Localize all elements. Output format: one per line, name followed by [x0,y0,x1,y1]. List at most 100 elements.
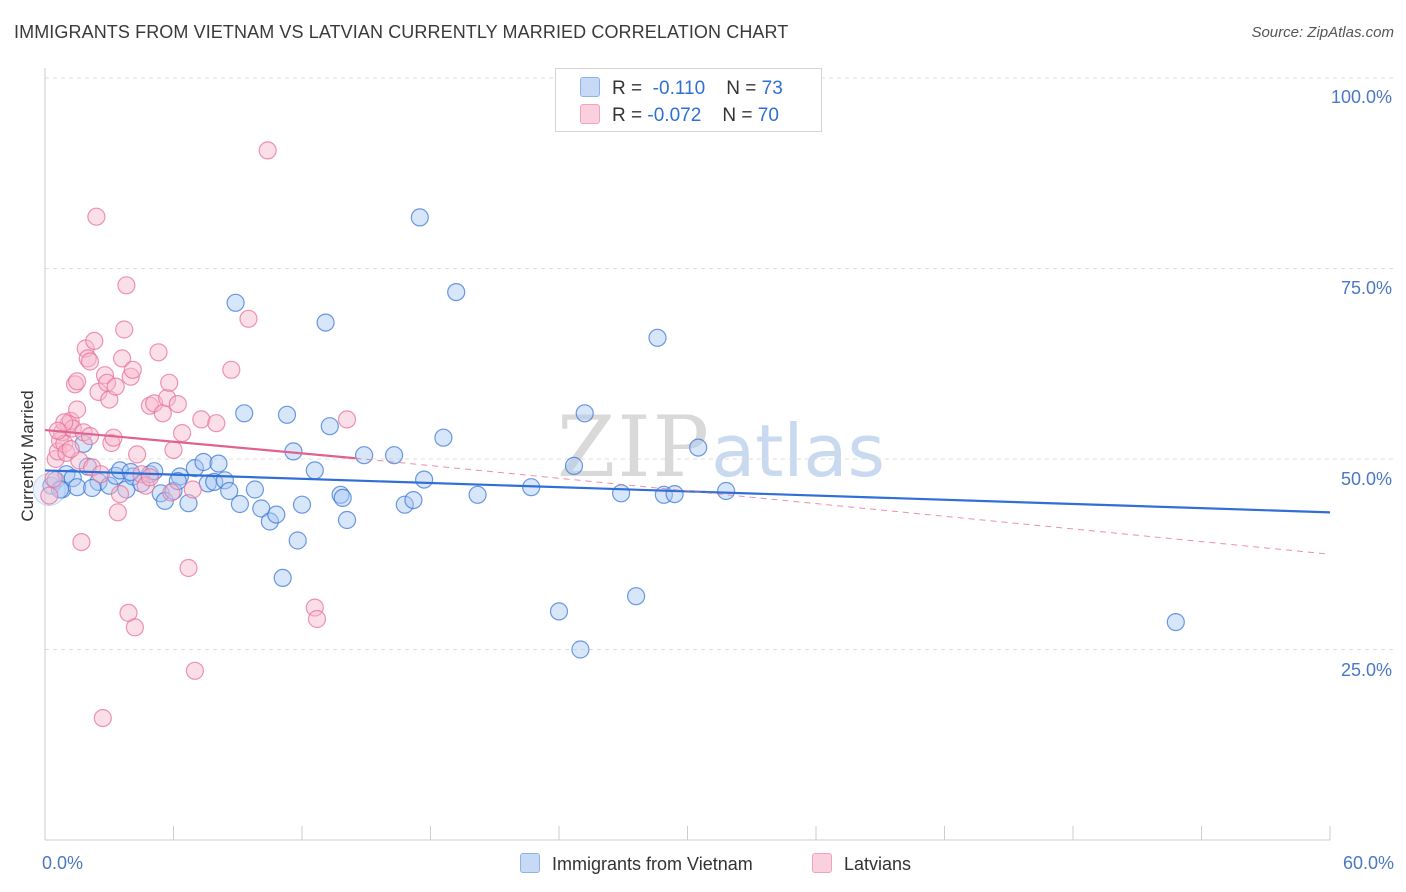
vietnam-point [626,587,646,606]
legend-n-value: 70 [757,105,779,126]
vietnam-point [245,480,264,499]
latvians-point [40,486,59,505]
vietnam-point [260,512,279,531]
latvians-point [80,352,100,371]
latvians-trend-extension [355,457,1331,555]
vietnam-point [194,452,213,472]
source-label: Source: ZipAtlas.com [1251,24,1394,41]
grid-lines [45,77,1393,650]
vietnam-point [434,428,453,447]
watermark-atlas: atlas [711,409,886,493]
legend-r-value: -0.110 [652,78,706,99]
vietnam-point [575,404,594,423]
series-latvians-points [40,141,357,728]
latvians-trend-line [44,428,356,460]
legend-label-vietnam: Immigrants from Vietnam [552,854,753,874]
vietnam-point [226,293,245,312]
latvians-point [158,388,177,408]
latvians-point [91,465,110,484]
latvians-point [44,469,63,488]
x-tick-min: 0.0% [42,853,84,873]
latvians-point [149,343,168,362]
vietnam-point [468,485,487,504]
vietnam-point [305,461,324,480]
vietnam-point [220,481,239,501]
latvians-point [110,485,130,504]
latvians-point [115,320,134,339]
y-tick-75: 75.0% [1340,278,1392,298]
vietnam-point [63,469,82,488]
stats-legend: R = -0.110 N = 73 R = -0.072 N = 70 [555,68,822,132]
latvians-point [67,400,87,419]
latvians-point [65,375,85,394]
latvians-point [168,395,187,414]
x-tick-max: 60.0% [1342,853,1394,873]
latvians-point [128,445,147,464]
legend-r-label: R = [612,78,643,99]
vietnam-point [611,484,631,503]
vietnam-point [179,494,198,513]
vietnam-point [571,640,590,659]
latvians-point [183,480,202,499]
vietnam-point [82,478,102,498]
vietnam-point [404,491,423,510]
latvians-point [61,411,80,430]
vietnam-point [395,495,414,514]
latvians-point [305,598,324,617]
vietnam-point [716,481,736,501]
latvians-point [173,424,192,443]
vietnam-point [230,494,249,514]
latvians-point [162,483,181,502]
latvians-point [93,708,112,728]
latvians-point [337,410,357,429]
latvians-point [78,349,97,368]
latvians-point [136,476,155,495]
latvians-point [95,366,115,385]
trend-lines [44,428,1331,555]
latvians-point [85,331,104,350]
latvians-point [123,360,142,379]
vietnam-point [288,531,307,550]
latvians-point [160,373,179,392]
latvians-point [153,404,172,423]
legend-swatch-pink [580,104,600,124]
y-tick-25: 25.0% [1340,660,1392,680]
vietnam-point [168,472,187,491]
legend-item-vietnam: Immigrants from Vietnam [520,853,753,875]
legend-n-label: N = [726,78,757,99]
legend-item-latvians: Latvians [812,853,911,875]
series-vietnam-points [32,208,1185,659]
latvians-point [125,618,144,637]
latvians-point [67,372,87,391]
vietnam-point [385,446,404,465]
watermark: ZIPatlas [557,398,885,496]
legend-swatch-pink [812,853,832,873]
vietnam-point [410,208,429,227]
vietnam-point [415,470,434,489]
legend-r-label: R = [612,105,643,126]
legend-row-latvians: R = -0.072 N = 70 [580,104,779,127]
legend-row-vietnam: R = -0.110 N = 73 [580,77,783,100]
latvians-point [106,377,125,396]
latvians-point [207,414,226,433]
latvians-point [87,207,106,226]
latvians-point [72,532,91,552]
chart-title: IMMIGRANTS FROM VIETNAM VS LATVIAN CURRE… [14,22,789,42]
vietnam-point [292,495,312,514]
axes [44,68,1331,841]
latvians-point [80,427,100,446]
legend-r-value: -0.072 [647,105,702,126]
y-tick-50: 50.0% [1340,469,1392,489]
latvians-point [192,410,211,429]
vietnam-point [549,602,569,621]
latvians-point [61,440,80,459]
vietnam-point [337,510,357,530]
latvians-point [117,276,136,295]
legend-swatch-blue [580,77,600,97]
vietnam-point [209,454,228,473]
latvians-point [307,609,327,629]
vietnam-point [235,404,254,423]
latvians-point [121,367,140,386]
vietnam-point [170,467,189,486]
